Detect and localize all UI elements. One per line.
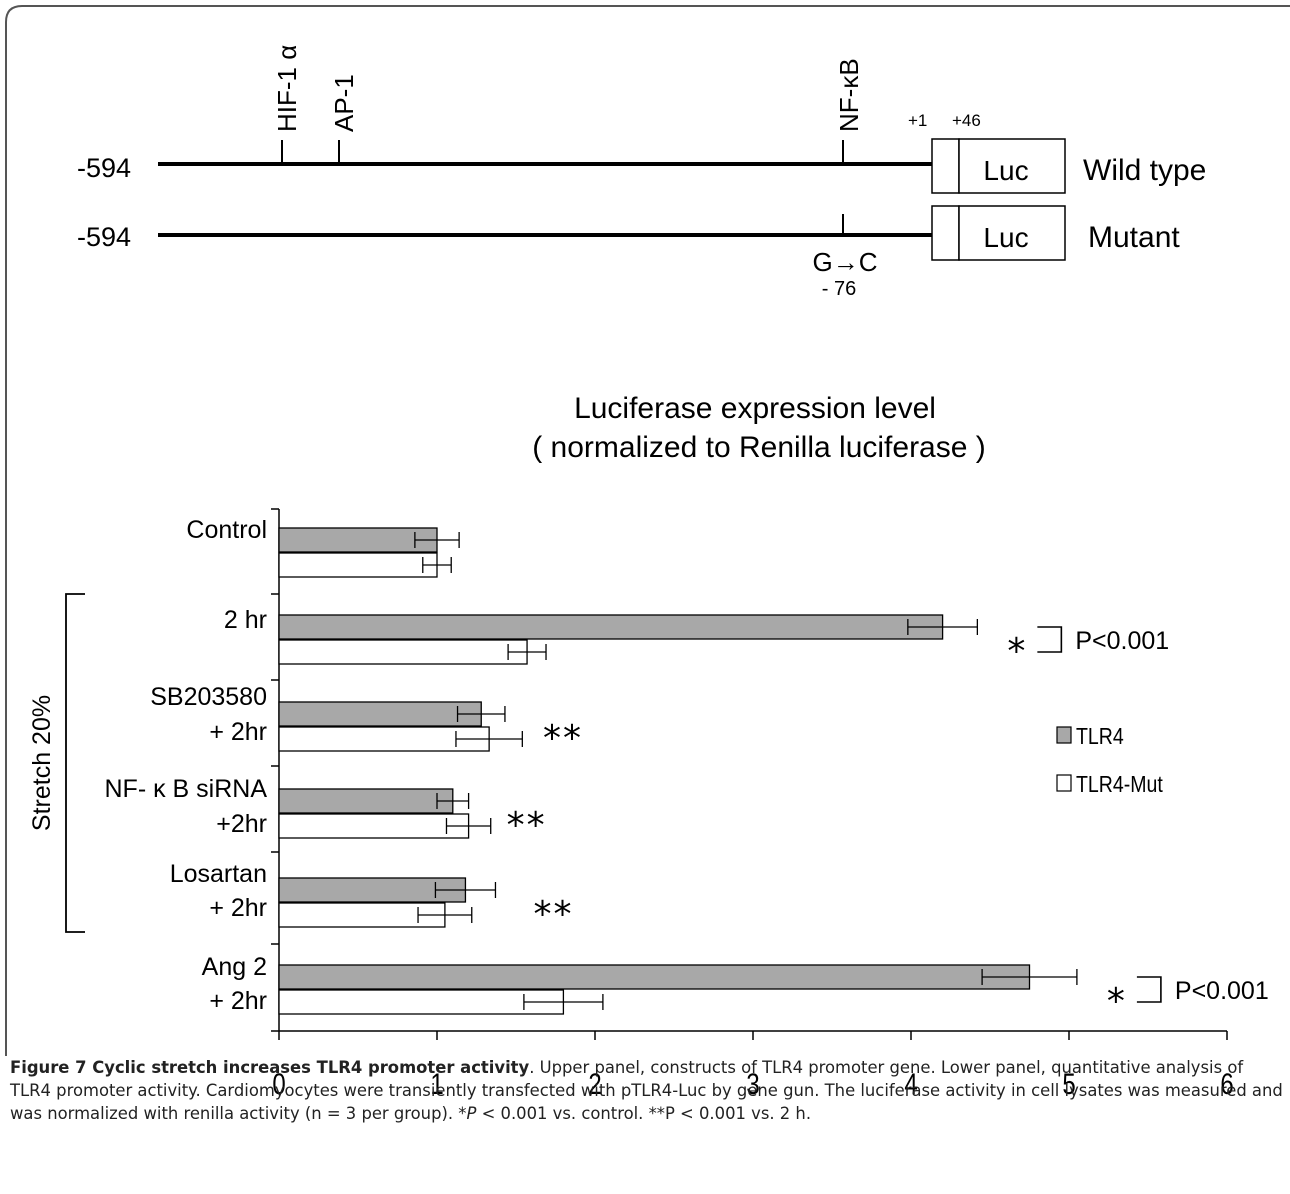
x-tick-label-5: 5 (1062, 1066, 1075, 1100)
significance-mark-2: ** (507, 805, 547, 846)
mut-construct-label: Mutant (1088, 221, 1180, 254)
significance-mark-3: ** (533, 894, 573, 935)
category-label-0-line1: Control (186, 516, 267, 544)
significance-mark-4: * (1107, 981, 1127, 1022)
caption-text-2: < 0.001 vs. control. **P < 0.001 vs. 2 h… (476, 1104, 812, 1123)
chart: Luciferase expression level ( normalized… (28, 392, 1269, 1101)
chart-subtitle: ( normalized to Renilla luciferase ) (532, 431, 986, 464)
wt-start-label: -594 (77, 153, 131, 183)
x-tick-label-3: 3 (746, 1066, 759, 1100)
significance-bracket-4 (1136, 976, 1162, 1003)
promoter-diagram: HIF-1 α AP-1 NF-κB +1 +46 -594 Luc Wild … (77, 45, 1206, 300)
site-label-ap1: AP-1 (329, 74, 359, 132)
bar-s0-c0 (278, 527, 438, 553)
category-label-2-line1: SB203580 (150, 683, 267, 711)
category-label-5-line2: + 2hr (209, 987, 267, 1015)
bar-s1-c5 (278, 989, 565, 1015)
wt-luc-box (958, 138, 1066, 194)
significance-mark-0: * (1007, 631, 1027, 672)
x-ticks: 0 1 2 3 4 5 6 (272, 1031, 1234, 1101)
category-label-3-line1: NF- κ B siRNA (105, 775, 268, 803)
bar-s0-c5 (278, 964, 1031, 990)
bar-s1-c1 (278, 639, 528, 665)
mut-small-box (931, 205, 960, 261)
site-label-nfkb: NF-κB (834, 58, 864, 132)
x-tick-label-4: 4 (904, 1066, 917, 1100)
mutation-change: G→C (813, 247, 878, 277)
wt-small-box (931, 138, 960, 194)
stretch-bracket (65, 593, 85, 933)
chart-title: Luciferase expression level (574, 392, 936, 425)
figure-border (5, 5, 1290, 1056)
caption-title: Figure 7 Cyclic stretch increases TLR4 p… (10, 1058, 530, 1077)
bars (278, 527, 1031, 1015)
annotations: * P<0.001******* P<0.001 (507, 626, 1269, 1022)
bar-s1-c0 (278, 552, 438, 578)
bar-s1-c3 (278, 813, 470, 839)
error-bars (414, 532, 1078, 1010)
category-labels: Control 2 hr SB203580 + 2hr NF- κ B siRNA +2h… (105, 516, 268, 1015)
category-label-2-line2: + 2hr (209, 718, 267, 746)
x-tick-label-0: 0 (272, 1066, 285, 1100)
significance-label-0: P<0.001 (1075, 627, 1169, 655)
mutation-position: - 76 (822, 278, 856, 300)
x-tick-label-2: 2 (588, 1066, 601, 1100)
legend: TLR4 TLR4-Mut (1056, 724, 1163, 798)
legend-swatch-tlr4-mut (1056, 774, 1072, 792)
bar-s1-c2 (278, 726, 490, 752)
legend-swatch-tlr4 (1056, 726, 1072, 744)
figure-caption: Figure 7 Cyclic stretch increases TLR4 p… (10, 1056, 1286, 1125)
bar-s0-c2 (278, 701, 482, 727)
significance-bracket-0 (1037, 626, 1063, 653)
y-ticks (271, 508, 279, 1032)
x-tick-label-1: 1 (430, 1066, 443, 1100)
caption-p-italic: P (466, 1104, 477, 1123)
bar-s0-c3 (278, 788, 454, 814)
wt-luc-label: Luc (983, 155, 1028, 186)
position-plus1: +1 (908, 111, 927, 130)
significance-label-4: P<0.001 (1175, 977, 1269, 1005)
position-plus46: +46 (952, 111, 981, 130)
legend-label-tlr4-mut: TLR4-Mut (1076, 772, 1163, 798)
category-label-3-line2: +2hr (216, 810, 267, 838)
bar-s1-c4 (278, 902, 446, 928)
category-label-4-line2: + 2hr (209, 894, 267, 922)
x-tick-label-6: 6 (1220, 1066, 1233, 1100)
site-label-hif: HIF-1 α (272, 45, 302, 132)
wt-construct-label: Wild type (1083, 154, 1206, 187)
bar-s0-c1 (278, 614, 944, 640)
stretch-bracket-label: Stretch 20% (28, 695, 56, 831)
mut-luc-box (958, 205, 1066, 261)
significance-mark-1: ** (543, 718, 583, 759)
mut-luc-label: Luc (983, 222, 1028, 253)
mut-start-label: -594 (77, 222, 131, 252)
caption-text-1: . Upper panel, constructs of TLR4 promot… (10, 1058, 1283, 1123)
category-label-1-line1: 2 hr (224, 606, 267, 634)
legend-label-tlr4: TLR4 (1076, 724, 1124, 750)
category-label-5-line1: Ang 2 (202, 953, 267, 981)
category-label-4-line1: Losartan (170, 860, 267, 888)
